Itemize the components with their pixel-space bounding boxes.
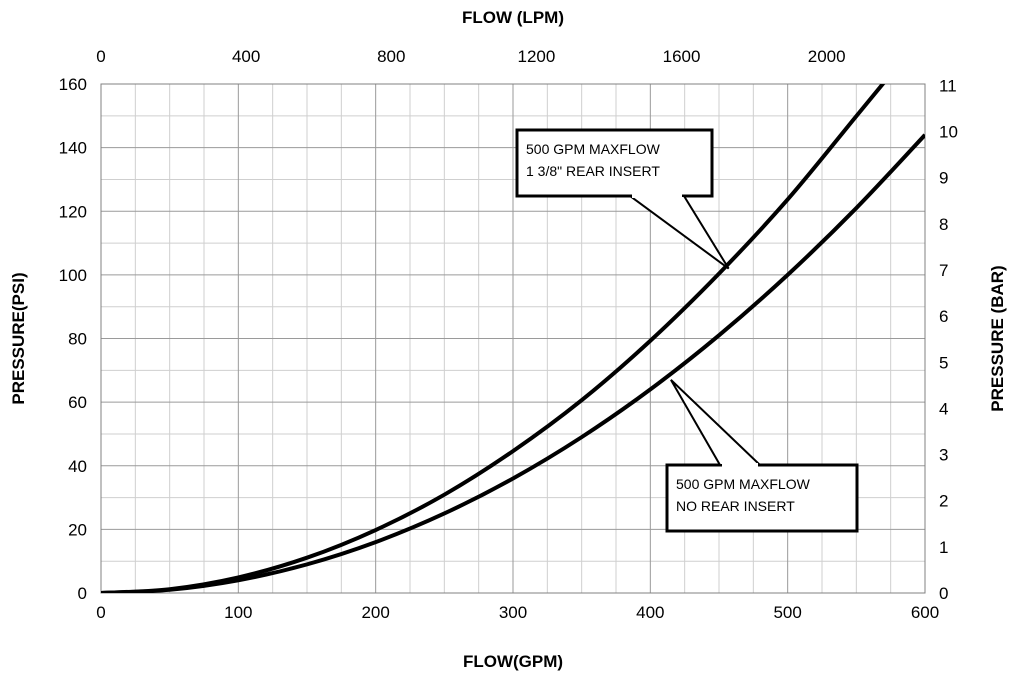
right-y-tick-label: 1: [939, 538, 948, 557]
top-x-tick-label: 800: [377, 47, 405, 66]
x-tick-label: 300: [499, 603, 527, 622]
callout-1: 500 GPM MAXFLOW 1 3/8" REAR INSERT: [515, 128, 730, 270]
right-y-tick-label: 8: [939, 215, 948, 234]
top-x-tick-label: 2000: [808, 47, 846, 66]
right-y-tick-label: 7: [939, 261, 948, 280]
right-y-tick-label: 0: [939, 584, 948, 603]
callout-label-line: 500 GPM MAXFLOW: [526, 141, 661, 157]
right-y-tick-label: 5: [939, 353, 948, 372]
y-tick-label: 20: [68, 520, 87, 539]
x-tick-label: 100: [224, 603, 252, 622]
callout-2: 500 GPM MAXFLOW NO REAR INSERT: [665, 379, 859, 533]
series-line-2: [101, 133, 925, 593]
top-x-axis-title: FLOW (LPM): [462, 8, 564, 27]
right-y-tick-label: 4: [939, 399, 948, 418]
top-x-tick-label: 1200: [517, 47, 555, 66]
x-tick-label: 0: [96, 603, 105, 622]
x-tick-label: 500: [773, 603, 801, 622]
right-y-tick-label: 6: [939, 307, 948, 326]
callout-box: [665, 463, 859, 533]
right-y-tick-label: 9: [939, 169, 948, 188]
y-tick-label: 120: [59, 202, 87, 221]
plot-area-frame: [100, 83, 926, 594]
x-axis-title: FLOW(GPM): [463, 652, 563, 671]
callout-label-line: NO REAR INSERT: [676, 498, 795, 514]
data-series: [101, 84, 925, 593]
y-axis-title: PRESSURE(PSI): [9, 272, 28, 404]
top-x-tick-label: 400: [232, 47, 260, 66]
callout-box: [515, 128, 714, 198]
y-tick-label: 60: [68, 393, 87, 412]
callout-label-line: 500 GPM MAXFLOW: [676, 476, 811, 492]
right-y-axis-title: PRESSURE (BAR): [988, 265, 1007, 411]
right-y-tick-label: 11: [939, 76, 957, 95]
right-y-tick-label: 3: [939, 446, 948, 465]
tick-labels: 0 100 200 300 400 500 600020406080100120140160…: [59, 47, 958, 622]
y-tick-label: 100: [59, 266, 87, 285]
x-tick-label: 400: [636, 603, 664, 622]
y-tick-label: 40: [68, 457, 87, 476]
right-y-tick-label: 2: [939, 492, 948, 511]
right-y-tick-label: 10: [939, 123, 958, 142]
y-tick-label: 160: [59, 75, 87, 94]
series-line-1: [101, 84, 886, 593]
top-x-tick-label: 1600: [663, 47, 701, 66]
y-tick-label: 0: [78, 584, 87, 603]
x-tick-label: 200: [361, 603, 389, 622]
y-tick-label: 80: [68, 330, 87, 349]
y-tick-label: 140: [59, 139, 87, 158]
callout-label-line: 1 3/8" REAR INSERT: [526, 163, 660, 179]
top-x-tick-label: 0: [96, 47, 105, 66]
x-tick-label: 600: [911, 603, 939, 622]
